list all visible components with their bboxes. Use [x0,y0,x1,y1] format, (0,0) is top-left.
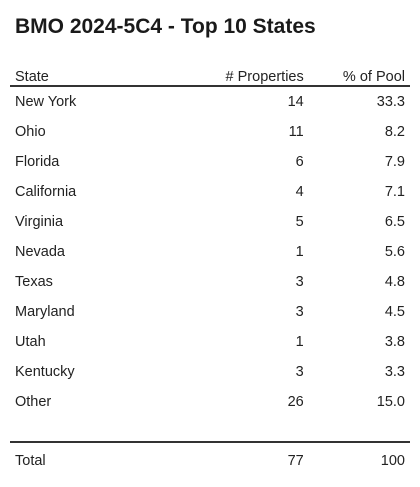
pool-cell: 5.6 [384,244,405,260]
properties-cell: 5 [295,214,304,230]
header-row: State # Properties % of Pool [10,64,410,87]
pool-cell: 6.5 [384,214,405,230]
chart-title: BMO 2024-5C4 - Top 10 States [15,15,316,38]
table-row: Texas 3 4.8 [10,267,410,297]
state-cell: Texas [15,274,53,290]
state-cell: Other [15,394,52,410]
state-cell: New York [15,94,77,110]
state-cell: Florida [15,154,60,170]
table-row: Virginia 5 6.5 [10,207,410,237]
pool-cell: 8.2 [384,124,405,140]
state-cell: Maryland [15,304,75,320]
properties-cell: 14 [287,94,304,110]
properties-cell: 1 [295,244,304,260]
spacer-row [10,417,410,442]
total-label: Total [10,441,186,479]
table-row: Utah 1 3.8 [10,327,410,357]
properties-cell: 1 [295,334,304,350]
properties-cell: 3 [295,304,304,320]
table-row: Other 26 15.0 [10,387,410,417]
table-row: Florida 6 7.9 [10,147,410,177]
total-row: Total 77 100 [10,441,410,479]
pool-cell: 7.1 [384,184,405,200]
properties-cell: 11 [288,124,304,140]
pool-cell: 3.8 [384,334,405,350]
state-cell: California [15,184,77,200]
pool-cell: 3.3 [384,364,405,380]
table-row: California 4 7.1 [10,177,410,207]
table-row: New York 14 33.3 [10,86,410,117]
column-header-properties: # Properties [185,64,309,87]
state-cell: Kentucky [15,364,75,380]
pool-cell: 15.0 [376,394,405,410]
state-cell: Nevada [15,244,65,260]
table-row: Nevada 1 5.6 [10,237,410,267]
pool-cell: 7.9 [384,154,405,170]
column-header-pool: % of Pool [308,64,410,87]
properties-cell: 6 [295,154,304,170]
table-row: Ohio 11 8.2 [10,117,410,147]
table-row: Kentucky 3 3.3 [10,357,410,387]
total-pool: 100 [308,441,410,479]
column-header-state: State [10,64,186,87]
properties-cell: 4 [295,184,304,200]
properties-cell: 3 [295,274,304,290]
pool-cell: 4.5 [384,304,405,320]
states-table: State # Properties % of Pool New York 14 3… [10,64,410,479]
table-row: Maryland 3 4.5 [10,297,410,327]
properties-cell: 3 [295,364,304,380]
total-properties: 77 [185,441,309,479]
properties-cell: 26 [287,394,304,410]
pool-cell: 33.3 [376,94,405,110]
state-cell: Ohio [15,124,46,140]
state-cell: Virginia [15,214,64,230]
state-cell: Utah [15,334,46,350]
pool-cell: 4.8 [384,274,405,290]
